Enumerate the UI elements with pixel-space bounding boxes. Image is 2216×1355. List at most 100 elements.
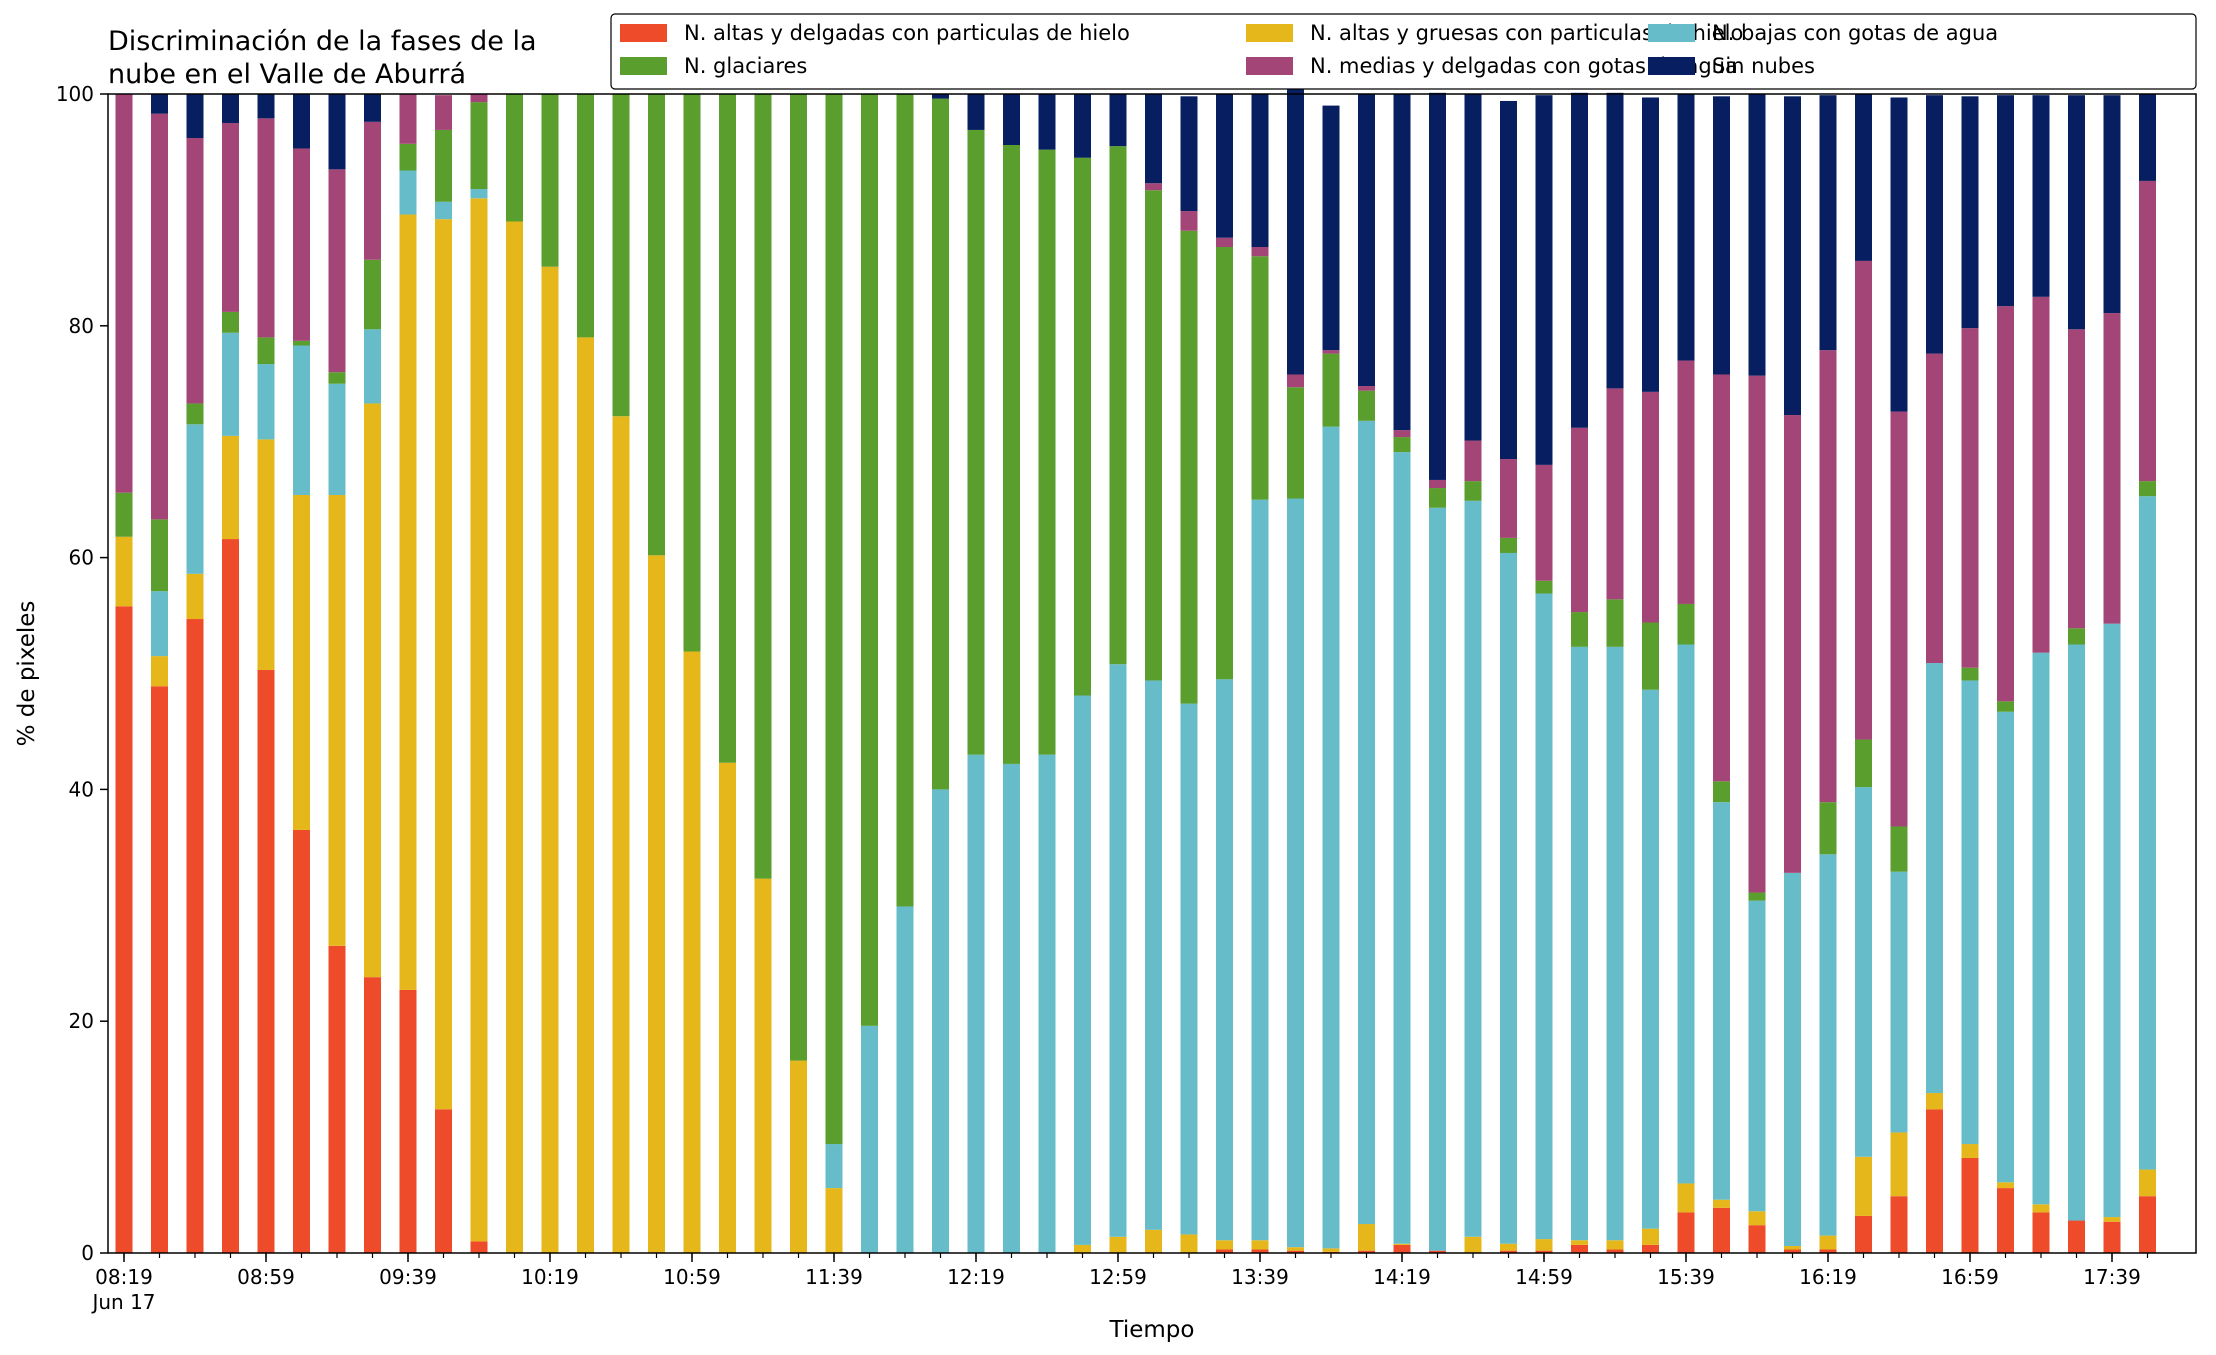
legend-swatch-n-glaciares <box>620 57 667 75</box>
bar-n-glaciares-24 <box>967 129 985 755</box>
bar-n-bajas-con-gotas-de-agua-22 <box>896 906 914 1253</box>
bar-sin-nubes-6 <box>328 94 346 170</box>
bar-n-glaciares-55 <box>2068 628 2085 645</box>
bar-n-medias-y-delgadas-con-gotas-de-agua-51 <box>1926 353 1943 664</box>
bar-n-altas-y-delgadas-con-particulas-de-hielo-36 <box>1393 1244 1411 1253</box>
legend-swatch-n-bajas-con-gotas-de-agua <box>1648 24 1695 42</box>
bar-n-altas-y-gruesas-con-particulas-de-hielo-3 <box>222 435 239 540</box>
bar-n-altas-y-delgadas-con-particulas-de-hielo-47 <box>1784 1249 1801 1253</box>
bar-n-altas-y-delgadas-con-particulas-de-hielo-53 <box>1997 1188 2014 1253</box>
bar-n-glaciares-4 <box>257 337 275 365</box>
bar-n-medias-y-delgadas-con-gotas-de-agua-53 <box>1997 306 2014 702</box>
bar-n-glaciares-38 <box>1464 481 1482 501</box>
bar-n-bajas-con-gotas-de-agua-4 <box>257 364 275 440</box>
bar-sin-nubes-44 <box>1677 94 1695 361</box>
bar-n-medias-y-delgadas-con-gotas-de-agua-43 <box>1642 391 1659 623</box>
bar-n-altas-y-gruesas-con-particulas-de-hielo-28 <box>1109 1236 1127 1253</box>
bar-n-bajas-con-gotas-de-agua-34 <box>1322 426 1340 1249</box>
bar-n-bajas-con-gotas-de-agua-38 <box>1464 500 1482 1237</box>
x-tick-label: 12:19 <box>947 1265 1005 1289</box>
bar-n-altas-y-gruesas-con-particulas-de-hielo-43 <box>1642 1228 1659 1245</box>
bar-n-glaciares-13 <box>577 94 594 338</box>
bar-n-glaciares-43 <box>1642 622 1659 690</box>
bar-sin-nubes-30 <box>1180 96 1198 212</box>
x-tick-label: 15:39 <box>1657 1265 1715 1289</box>
bar-n-altas-y-delgadas-con-particulas-de-hielo-4 <box>257 670 275 1253</box>
bar-n-bajas-con-gotas-de-agua-56 <box>2103 623 2121 1218</box>
legend-swatch-n-altas-y-delgadas-con-particulas-de-hielo <box>620 24 667 42</box>
bar-n-altas-y-gruesas-con-particulas-de-hielo-7 <box>364 403 381 978</box>
bar-sin-nubes-31 <box>1216 94 1233 238</box>
bar-sin-nubes-56 <box>2103 95 2121 314</box>
bar-sin-nubes-57 <box>2139 94 2156 181</box>
bar-n-glaciares-14 <box>612 94 630 417</box>
bar-n-altas-y-gruesas-con-particulas-de-hielo-45 <box>1713 1199 1730 1208</box>
bar-n-altas-y-gruesas-con-particulas-de-hielo-1 <box>151 656 168 687</box>
bar-n-altas-y-delgadas-con-particulas-de-hielo-55 <box>2068 1220 2085 1253</box>
bar-n-altas-y-gruesas-con-particulas-de-hielo-39 <box>1500 1243 1517 1251</box>
bar-sin-nubes-29 <box>1145 94 1162 184</box>
bar-n-altas-y-delgadas-con-particulas-de-hielo-6 <box>328 945 346 1253</box>
bar-n-glaciares-49 <box>1855 739 1872 788</box>
bar-n-medias-y-delgadas-con-gotas-de-agua-47 <box>1784 415 1801 873</box>
bar-n-glaciares-35 <box>1358 390 1375 421</box>
bar-n-altas-y-delgadas-con-particulas-de-hielo-9 <box>435 1109 452 1253</box>
bar-n-glaciares-45 <box>1713 781 1730 803</box>
bar-n-medias-y-delgadas-con-gotas-de-agua-7 <box>364 121 381 260</box>
bar-n-glaciares-10 <box>470 102 488 190</box>
bar-n-altas-y-delgadas-con-particulas-de-hielo-33 <box>1287 1250 1304 1253</box>
chart-title-line-2: nube en el Valle de Aburrá <box>108 59 466 90</box>
x-tick-label: 16:59 <box>1941 1265 1999 1289</box>
bar-n-bajas-con-gotas-de-agua-52 <box>1961 680 1979 1145</box>
bar-n-glaciares-20 <box>825 94 843 1145</box>
bar-sin-nubes-48 <box>1819 95 1837 351</box>
bar-n-medias-y-delgadas-con-gotas-de-agua-31 <box>1216 237 1233 247</box>
x-tick-sublabel: Jun 17 <box>90 1290 155 1314</box>
bar-n-bajas-con-gotas-de-agua-51 <box>1926 663 1943 1094</box>
bar-n-glaciares-39 <box>1500 537 1517 553</box>
bar-sin-nubes-3 <box>222 94 239 123</box>
bar-sin-nubes-7 <box>364 94 381 122</box>
bar-n-altas-y-delgadas-con-particulas-de-hielo-32 <box>1251 1249 1269 1253</box>
y-tick-label: 0 <box>81 1241 94 1265</box>
bar-n-altas-y-delgadas-con-particulas-de-hielo-52 <box>1961 1157 1979 1253</box>
bar-n-medias-y-delgadas-con-gotas-de-agua-46 <box>1748 375 1766 893</box>
bar-n-altas-y-gruesas-con-particulas-de-hielo-36 <box>1393 1243 1411 1245</box>
bar-n-glaciares-46 <box>1748 892 1766 901</box>
bar-n-altas-y-gruesas-con-particulas-de-hielo-46 <box>1748 1211 1766 1226</box>
bar-n-altas-y-gruesas-con-particulas-de-hielo-54 <box>2032 1204 2050 1213</box>
bar-n-altas-y-gruesas-con-particulas-de-hielo-41 <box>1571 1240 1588 1245</box>
bar-n-altas-y-delgadas-con-particulas-de-hielo-48 <box>1819 1249 1837 1253</box>
legend-label: N. altas y delgadas con particulas de hi… <box>684 21 1130 45</box>
bar-n-medias-y-delgadas-con-gotas-de-agua-2 <box>186 138 204 404</box>
bar-n-glaciares-31 <box>1216 246 1233 680</box>
bar-n-bajas-con-gotas-de-agua-39 <box>1500 552 1517 1244</box>
bar-n-altas-y-gruesas-con-particulas-de-hielo-44 <box>1677 1183 1695 1213</box>
bar-n-altas-y-delgadas-con-particulas-de-hielo-37 <box>1429 1250 1446 1253</box>
bar-n-glaciares-40 <box>1535 580 1553 594</box>
bar-n-glaciares-15 <box>648 94 665 556</box>
x-tick-label: 08:59 <box>237 1265 295 1289</box>
bar-n-medias-y-delgadas-con-gotas-de-agua-42 <box>1606 388 1624 600</box>
bar-sin-nubes-35 <box>1358 94 1375 387</box>
y-tick-label: 80 <box>69 314 94 338</box>
bar-sin-nubes-52 <box>1961 96 1979 329</box>
bar-n-glaciares-6 <box>328 372 346 384</box>
bar-n-glaciares-37 <box>1429 488 1446 508</box>
bar-n-altas-y-gruesas-con-particulas-de-hielo-27 <box>1074 1244 1091 1253</box>
bar-n-altas-y-delgadas-con-particulas-de-hielo-41 <box>1571 1244 1588 1253</box>
bar-n-glaciares-32 <box>1251 256 1269 500</box>
bar-n-bajas-con-gotas-de-agua-9 <box>435 201 452 220</box>
bar-n-bajas-con-gotas-de-agua-55 <box>2068 644 2085 1221</box>
bar-sin-nubes-49 <box>1855 94 1872 261</box>
bar-n-glaciares-8 <box>399 143 417 171</box>
bar-n-altas-y-delgadas-con-particulas-de-hielo-40 <box>1535 1250 1553 1253</box>
bar-sin-nubes-55 <box>2068 95 2085 330</box>
bar-n-altas-y-gruesas-con-particulas-de-hielo-56 <box>2103 1217 2121 1222</box>
bar-n-altas-y-delgadas-con-particulas-de-hielo-42 <box>1606 1249 1624 1253</box>
bar-sin-nubes-42 <box>1606 92 1624 389</box>
bar-n-bajas-con-gotas-de-agua-32 <box>1251 499 1269 1241</box>
bar-n-glaciares-48 <box>1819 802 1837 855</box>
bar-n-altas-y-gruesas-con-particulas-de-hielo-42 <box>1606 1240 1624 1250</box>
